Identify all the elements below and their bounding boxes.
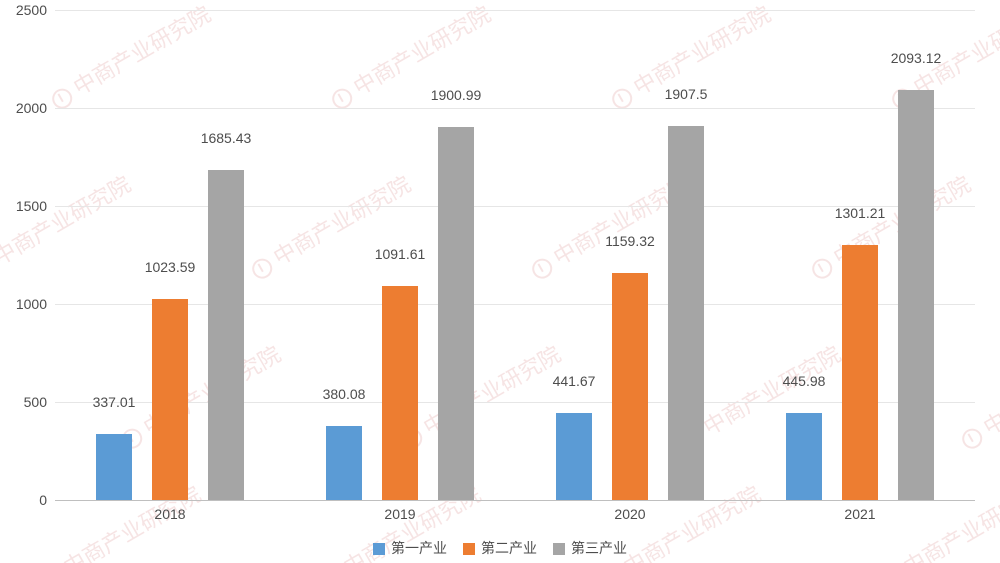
gridline — [55, 402, 975, 403]
legend-swatch — [463, 543, 475, 555]
bar — [438, 127, 474, 500]
bar — [556, 413, 592, 500]
x-tick-label: 2018 — [154, 500, 185, 522]
bar-value-label: 1159.32 — [605, 233, 655, 253]
bar — [786, 413, 822, 500]
bar-value-label: 445.98 — [783, 373, 826, 393]
bar-value-label: 380.08 — [323, 386, 366, 406]
x-tick-label: 2020 — [614, 500, 645, 522]
legend-item: 第二产业 — [463, 538, 537, 558]
bar-value-label: 2093.12 — [891, 50, 942, 70]
bar-value-label: 1900.99 — [431, 87, 482, 107]
bar-value-label: 337.01 — [93, 394, 136, 414]
legend: 第一产业 第二产业 第三产业 — [0, 538, 1000, 558]
y-tick-label: 500 — [24, 394, 55, 410]
bar — [382, 286, 418, 500]
legend-swatch — [553, 543, 565, 555]
legend-item: 第三产业 — [553, 538, 627, 558]
bar — [612, 273, 648, 500]
bar-value-label: 1685.43 — [201, 130, 252, 150]
legend-label: 第三产业 — [571, 540, 627, 556]
x-tick-label: 2021 — [844, 500, 875, 522]
legend-label: 第二产业 — [481, 540, 537, 556]
legend-label: 第一产业 — [391, 540, 447, 556]
bar — [668, 126, 704, 500]
bar-value-label: 1907.5 — [665, 86, 708, 106]
plot-area: 050010001500200025002018337.011023.59168… — [55, 10, 975, 500]
bar — [898, 90, 934, 500]
gridline — [55, 108, 975, 109]
bar-value-label: 1023.59 — [145, 259, 196, 279]
bar-value-label: 441.67 — [553, 373, 596, 393]
bar — [96, 434, 132, 500]
gridline — [55, 10, 975, 11]
legend-item: 第一产业 — [373, 538, 447, 558]
bar — [208, 170, 244, 500]
y-tick-label: 1500 — [16, 198, 55, 214]
gridline — [55, 304, 975, 305]
y-tick-label: 2500 — [16, 2, 55, 18]
bar — [842, 245, 878, 500]
bar — [152, 299, 188, 500]
legend-swatch — [373, 543, 385, 555]
chart-root: 中商产业研究院中商产业研究院中商产业研究院中商产业研究院中商产业研究院中商产业研… — [0, 0, 1000, 563]
y-tick-label: 0 — [39, 492, 55, 508]
y-tick-label: 2000 — [16, 100, 55, 116]
x-axis-line — [55, 500, 975, 501]
bar-value-label: 1091.61 — [375, 246, 426, 266]
x-tick-label: 2019 — [384, 500, 415, 522]
bar — [326, 426, 362, 500]
y-tick-label: 1000 — [16, 296, 55, 312]
bar-value-label: 1301.21 — [835, 205, 886, 225]
